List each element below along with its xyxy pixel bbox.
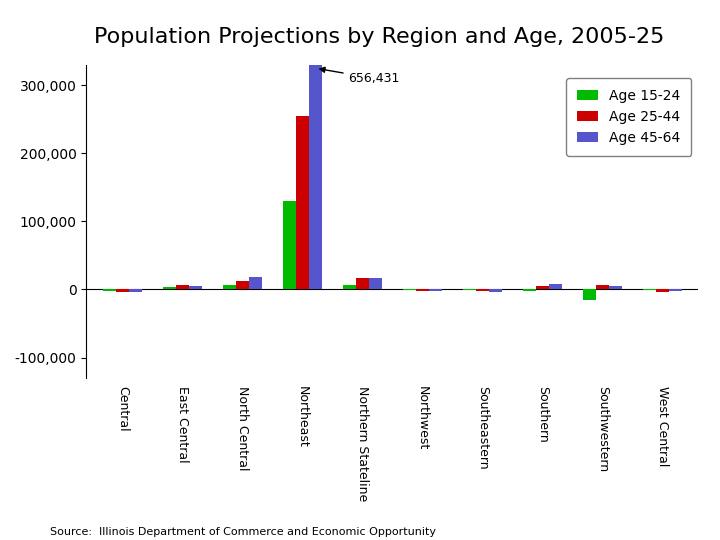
Bar <box>476 289 489 291</box>
Bar <box>609 286 622 289</box>
Bar <box>582 289 596 300</box>
Bar <box>343 286 356 289</box>
Bar <box>643 289 656 290</box>
Bar <box>369 278 382 289</box>
Bar <box>463 289 476 290</box>
Bar <box>236 281 249 289</box>
Bar <box>656 289 669 292</box>
Bar <box>163 287 176 289</box>
Text: Population Projections by Region and Age, 2005-25: Population Projections by Region and Age… <box>94 27 664 47</box>
Legend: Age 15-24, Age 25-44, Age 45-64: Age 15-24, Age 25-44, Age 45-64 <box>566 78 691 156</box>
Bar <box>309 0 323 289</box>
Bar <box>222 285 236 289</box>
Bar <box>549 284 562 289</box>
Bar <box>669 289 683 291</box>
Text: Source:  Illinois Department of Commerce and Economic Opportunity: Source: Illinois Department of Commerce … <box>50 526 436 537</box>
Bar <box>416 289 429 291</box>
Bar <box>596 285 609 289</box>
Bar <box>523 289 536 291</box>
Bar <box>296 116 309 289</box>
Bar <box>536 286 549 289</box>
Text: 656,431: 656,431 <box>320 68 400 85</box>
Bar <box>116 289 129 292</box>
Bar <box>129 289 142 292</box>
Bar <box>176 285 189 289</box>
Bar <box>283 201 296 289</box>
Bar <box>402 289 416 290</box>
Bar <box>249 277 262 289</box>
Bar <box>429 289 442 291</box>
Bar <box>102 289 116 291</box>
Bar <box>356 278 369 289</box>
Bar <box>489 289 503 292</box>
Bar <box>189 286 202 289</box>
